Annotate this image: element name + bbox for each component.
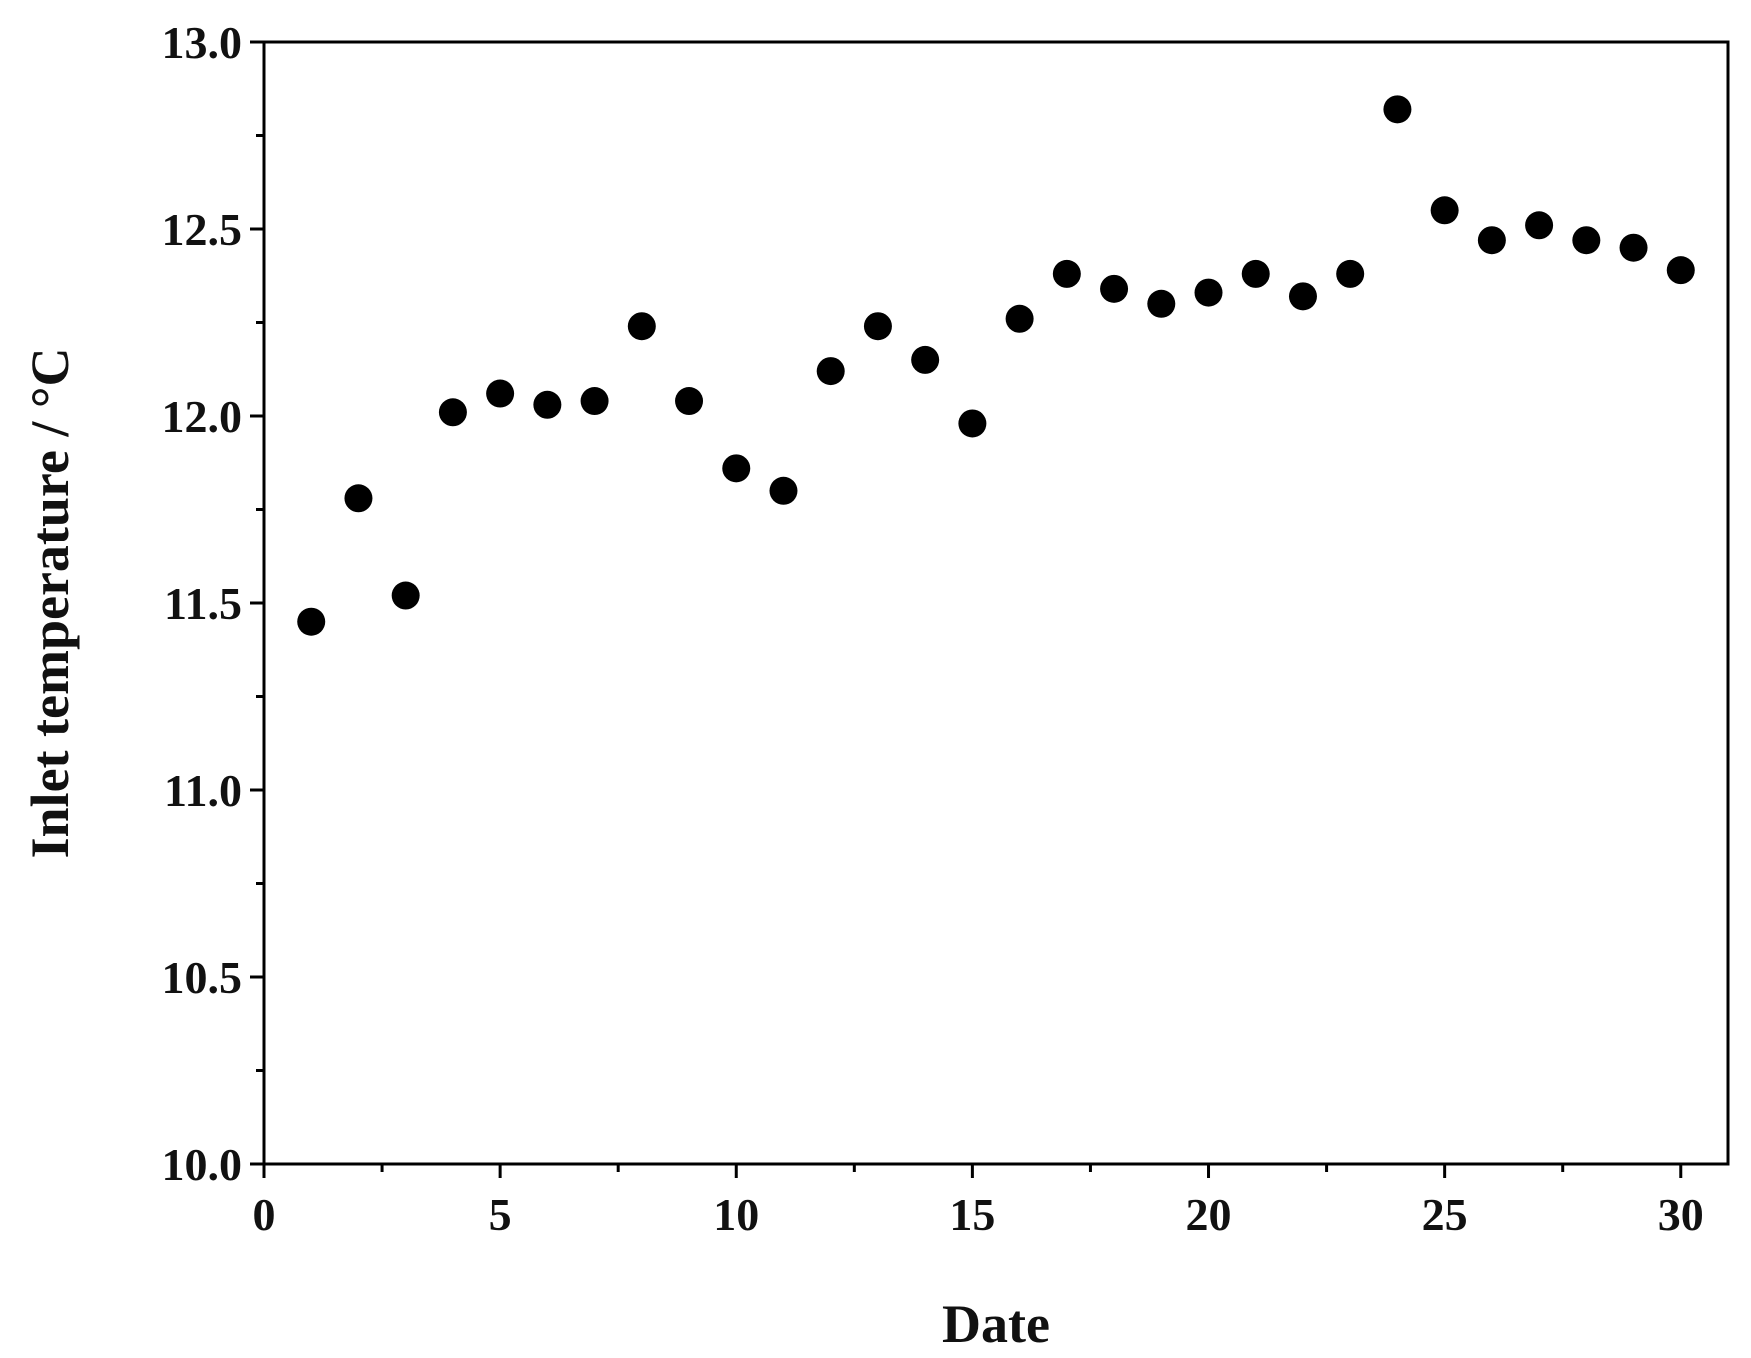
data-point xyxy=(1288,282,1317,311)
data-point xyxy=(1005,304,1034,333)
data-point xyxy=(438,398,467,427)
x-tick-label: 15 xyxy=(949,1189,995,1240)
y-axis-ticks: 10.0 10.5 11.0 11.5 12.0 12.5 13.0 xyxy=(162,17,264,1190)
y-tick-label: 13.0 xyxy=(162,17,243,68)
y-tick-label: 10.0 xyxy=(162,1139,243,1190)
data-point xyxy=(1477,226,1506,255)
data-points xyxy=(297,95,1695,636)
data-point xyxy=(1525,211,1554,240)
data-point xyxy=(1430,196,1459,225)
x-tick-label: 10 xyxy=(713,1189,759,1240)
data-point xyxy=(1619,233,1648,262)
data-point xyxy=(1147,289,1176,318)
data-point xyxy=(958,409,987,438)
data-point xyxy=(769,476,798,505)
plot-frame xyxy=(262,40,1730,1166)
data-point xyxy=(1241,259,1270,288)
x-tick-label: 20 xyxy=(1186,1189,1232,1240)
x-tick-label: 30 xyxy=(1658,1189,1704,1240)
data-point xyxy=(486,379,515,408)
data-point xyxy=(722,454,751,483)
y-tick-label: 11.5 xyxy=(164,578,242,629)
y-axis-label: Inlet temperature / °C xyxy=(20,348,80,859)
data-point xyxy=(627,312,656,341)
y-tick-label: 10.5 xyxy=(162,952,243,1003)
y-tick-label: 12.0 xyxy=(162,391,243,442)
data-point xyxy=(1194,278,1223,307)
data-point xyxy=(1336,259,1365,288)
data-point xyxy=(1100,274,1129,303)
x-tick-label: 0 xyxy=(253,1189,276,1240)
data-point xyxy=(1666,256,1695,285)
y-tick-label: 11.0 xyxy=(164,765,242,816)
data-point xyxy=(1052,259,1081,288)
y-tick-label: 12.5 xyxy=(162,204,243,255)
data-point xyxy=(675,387,704,416)
x-tick-label: 5 xyxy=(489,1189,512,1240)
data-point xyxy=(533,390,562,419)
data-point xyxy=(297,607,326,636)
data-point xyxy=(344,484,373,513)
x-axis-ticks: 0 5 10 15 20 25 30 xyxy=(253,1164,1704,1240)
data-point xyxy=(1572,226,1601,255)
data-point xyxy=(1383,95,1412,124)
data-point xyxy=(911,345,940,374)
data-point xyxy=(580,387,609,416)
x-axis-label: Date xyxy=(942,1294,1050,1353)
x-tick-label: 25 xyxy=(1422,1189,1468,1240)
data-point xyxy=(816,357,845,386)
data-point xyxy=(391,581,420,610)
data-point xyxy=(863,312,892,341)
